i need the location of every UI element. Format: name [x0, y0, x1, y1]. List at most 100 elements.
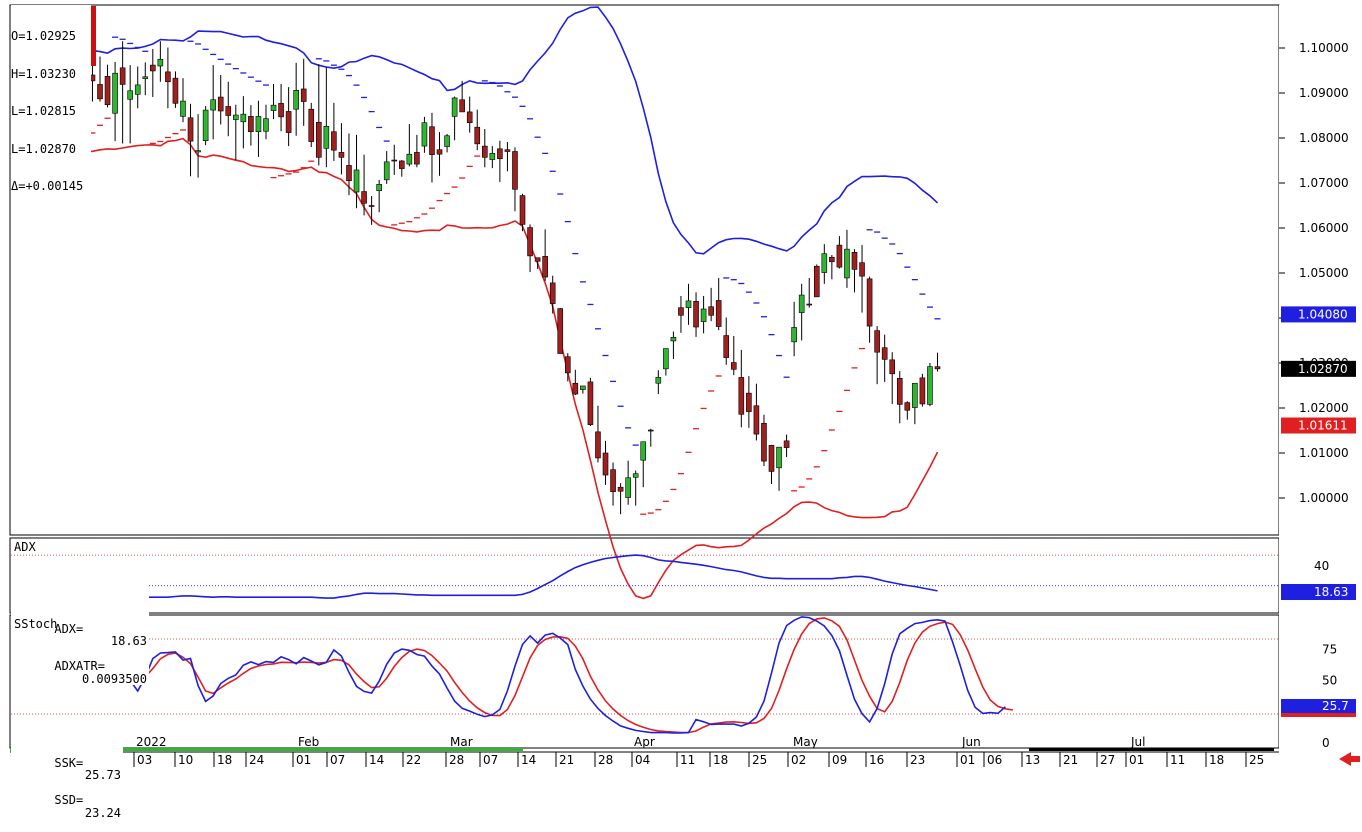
- candle[interactable]: [874, 326, 880, 385]
- candle[interactable]: [323, 67, 330, 168]
- candle[interactable]: [315, 64, 322, 166]
- candle[interactable]: [368, 196, 375, 225]
- candle[interactable]: [640, 441, 647, 488]
- candle[interactable]: [202, 106, 209, 146]
- candle[interactable]: [353, 134, 360, 209]
- candle[interactable]: [112, 61, 118, 142]
- candle[interactable]: [527, 224, 533, 273]
- candle[interactable]: [421, 116, 428, 153]
- candle[interactable]: [383, 151, 390, 184]
- chart-canvas[interactable]: 1.10000 1.09000 1.08000 1.07000 1.06000 1.050…: [0, 0, 1362, 775]
- candle[interactable]: [806, 277, 813, 308]
- candle[interactable]: [934, 352, 941, 372]
- candle[interactable]: [866, 276, 873, 343]
- candle[interactable]: [557, 308, 564, 354]
- candle[interactable]: [270, 84, 277, 120]
- candle[interactable]: [134, 66, 141, 109]
- candle[interactable]: [738, 349, 745, 428]
- candle[interactable]: [225, 81, 232, 137]
- candle[interactable]: [844, 229, 850, 288]
- candle[interactable]: [512, 147, 518, 212]
- candle[interactable]: [927, 363, 933, 407]
- candle[interactable]: [406, 124, 413, 167]
- candle[interactable]: [308, 102, 315, 147]
- candle[interactable]: [655, 370, 662, 395]
- candle[interactable]: [165, 47, 171, 109]
- candle[interactable]: [414, 134, 420, 168]
- candle[interactable]: [278, 84, 284, 132]
- candle[interactable]: [142, 62, 149, 96]
- candle[interactable]: [210, 65, 216, 140]
- candle[interactable]: [97, 56, 103, 102]
- candle[interactable]: [746, 376, 752, 428]
- candle[interactable]: [361, 154, 367, 216]
- candle[interactable]: [708, 287, 714, 322]
- candle[interactable]: [187, 103, 194, 177]
- candle[interactable]: [881, 334, 888, 382]
- candle[interactable]: [723, 317, 730, 365]
- candle[interactable]: [474, 109, 481, 151]
- candle[interactable]: [519, 193, 526, 232]
- candle[interactable]: [119, 41, 126, 144]
- candle[interactable]: [233, 104, 239, 161]
- candle[interactable]: [632, 470, 639, 506]
- candle[interactable]: [263, 104, 269, 140]
- candle[interactable]: [104, 64, 111, 108]
- candle[interactable]: [912, 382, 918, 425]
- candle[interactable]: [481, 129, 488, 168]
- candle[interactable]: [489, 146, 496, 169]
- candle[interactable]: [451, 96, 458, 141]
- candle[interactable]: [813, 264, 820, 298]
- candle[interactable]: [761, 414, 767, 467]
- candle[interactable]: [217, 75, 224, 125]
- candle[interactable]: [859, 245, 865, 313]
- candle[interactable]: [127, 65, 133, 144]
- candle[interactable]: [398, 160, 405, 177]
- candle[interactable]: [768, 444, 775, 485]
- candle[interactable]: [391, 144, 398, 175]
- candle[interactable]: [534, 257, 541, 269]
- candle[interactable]: [497, 140, 503, 183]
- candle[interactable]: [783, 434, 790, 458]
- candle[interactable]: [444, 133, 450, 153]
- candle[interactable]: [429, 112, 435, 183]
- candle[interactable]: [240, 96, 247, 149]
- candle[interactable]: [285, 87, 292, 147]
- candle[interactable]: [821, 244, 828, 284]
- candle[interactable]: [776, 446, 782, 491]
- candle[interactable]: [602, 440, 609, 485]
- candle[interactable]: [293, 62, 299, 136]
- candle[interactable]: [549, 275, 556, 314]
- candle[interactable]: [904, 401, 911, 420]
- candle[interactable]: [610, 462, 616, 506]
- candle[interactable]: [466, 96, 473, 133]
- candle[interactable]: [346, 133, 352, 196]
- candle[interactable]: [617, 483, 624, 515]
- candle[interactable]: [663, 348, 669, 376]
- candle[interactable]: [436, 132, 443, 176]
- candle[interactable]: [255, 100, 262, 157]
- candle[interactable]: [572, 369, 579, 395]
- candle[interactable]: [647, 428, 654, 447]
- candle[interactable]: [836, 236, 843, 269]
- candle[interactable]: [150, 48, 156, 98]
- candle[interactable]: [564, 353, 571, 382]
- candle[interactable]: [730, 336, 737, 376]
- candle[interactable]: [504, 142, 511, 172]
- candle[interactable]: [542, 229, 548, 282]
- candle[interactable]: [248, 105, 254, 146]
- candle[interactable]: [753, 383, 760, 441]
- candle[interactable]: [625, 460, 631, 505]
- candle[interactable]: [459, 80, 465, 113]
- candle[interactable]: [338, 123, 345, 175]
- candle[interactable]: [670, 331, 677, 359]
- candle[interactable]: [157, 41, 164, 82]
- candle[interactable]: [919, 373, 926, 407]
- candle[interactable]: [685, 283, 692, 325]
- candle[interactable]: [300, 58, 307, 126]
- candle[interactable]: [195, 114, 201, 178]
- candle[interactable]: [595, 405, 601, 463]
- candle[interactable]: [715, 277, 722, 331]
- candle[interactable]: [798, 283, 805, 341]
- candle[interactable]: [700, 295, 707, 334]
